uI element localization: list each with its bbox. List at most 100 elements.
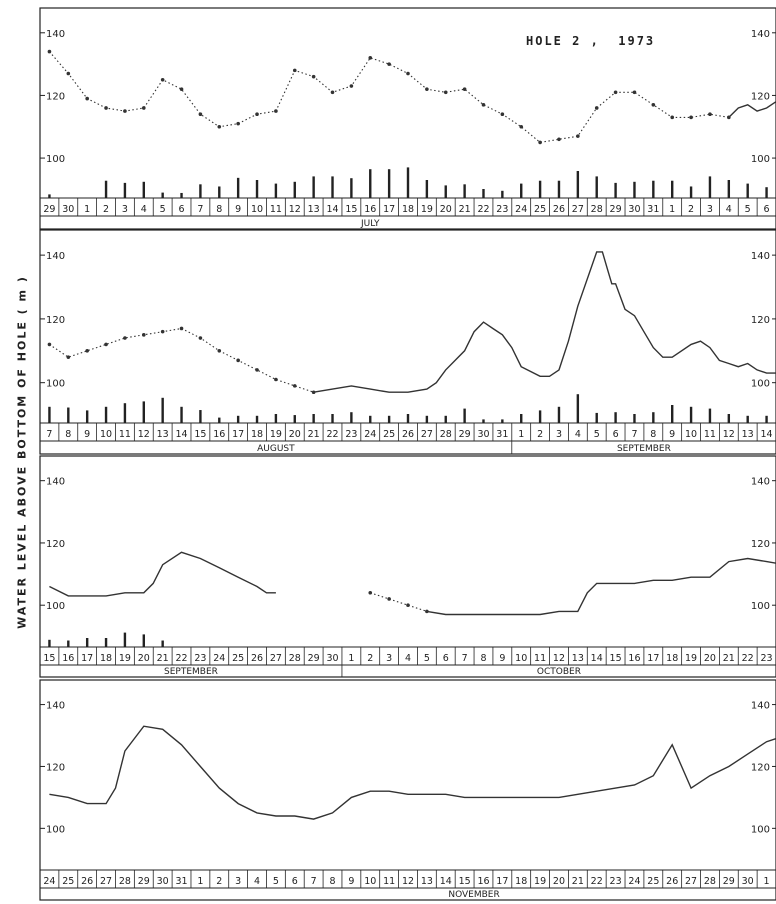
water-level-point bbox=[632, 90, 637, 95]
y-tick-label: 100 bbox=[46, 379, 65, 390]
day-label: 7 bbox=[197, 204, 203, 215]
precip-bar bbox=[67, 407, 70, 423]
precip-bar bbox=[142, 401, 145, 423]
precip-bar bbox=[463, 408, 466, 423]
day-label: 18 bbox=[100, 653, 112, 664]
day-label: 3 bbox=[386, 653, 392, 664]
precip-bar bbox=[652, 180, 655, 198]
day-label: 11 bbox=[704, 429, 716, 440]
y-tick-label: 120 bbox=[46, 315, 65, 326]
precip-bar bbox=[387, 415, 391, 423]
precip-bar bbox=[746, 183, 749, 198]
day-label: 11 bbox=[119, 429, 131, 440]
water-level-point bbox=[217, 348, 222, 353]
water-level-point bbox=[274, 109, 278, 113]
day-label: 21 bbox=[308, 429, 320, 440]
day-label: 18 bbox=[515, 876, 527, 887]
precip-bar bbox=[501, 419, 504, 423]
day-label: 22 bbox=[742, 653, 754, 664]
day-label: 25 bbox=[647, 876, 659, 887]
water-level-point bbox=[689, 115, 693, 120]
day-label: 21 bbox=[723, 653, 735, 664]
day-label: 8 bbox=[65, 429, 71, 440]
day-label: 18 bbox=[666, 653, 678, 664]
precip-bar bbox=[350, 178, 353, 198]
day-label: 1 bbox=[348, 653, 354, 664]
day-label: 22 bbox=[591, 876, 603, 887]
precip-bar bbox=[425, 415, 429, 423]
day-label: 22 bbox=[175, 653, 187, 664]
day-label: 11 bbox=[383, 876, 395, 887]
precip-bar bbox=[595, 412, 598, 423]
day-label: 14 bbox=[440, 876, 452, 887]
day-label: 7 bbox=[462, 653, 468, 664]
precip-bar bbox=[538, 410, 542, 423]
water-level-point bbox=[47, 49, 52, 54]
precip-bar bbox=[369, 415, 372, 423]
day-label: 19 bbox=[534, 876, 546, 887]
day-label: 28 bbox=[704, 876, 716, 887]
precip-bar bbox=[538, 180, 542, 198]
day-label: 16 bbox=[213, 429, 225, 440]
precip-bar bbox=[331, 414, 334, 423]
precip-bar bbox=[104, 638, 108, 647]
day-label: 17 bbox=[81, 653, 93, 664]
day-label: 5 bbox=[594, 429, 600, 440]
precip-bar bbox=[482, 189, 485, 198]
precip-bar bbox=[765, 415, 768, 423]
water-level-point bbox=[160, 329, 165, 334]
month-label: NOVEMBER bbox=[448, 890, 499, 900]
water-level-line bbox=[426, 557, 776, 616]
day-label: 16 bbox=[628, 653, 640, 664]
precip-bar bbox=[633, 414, 636, 423]
day-label: 24 bbox=[213, 653, 225, 664]
water-level-point bbox=[670, 115, 675, 120]
water-level-point bbox=[274, 377, 278, 382]
day-label: 10 bbox=[685, 429, 697, 440]
water-level-point bbox=[66, 71, 71, 76]
precip-bar bbox=[236, 177, 240, 198]
precip-bar bbox=[48, 639, 51, 647]
day-label: 27 bbox=[100, 876, 112, 887]
chart-title: HOLE 2 , 1973 bbox=[526, 34, 656, 48]
day-label: 30 bbox=[326, 653, 338, 664]
day-label: 10 bbox=[364, 876, 376, 887]
panel-frame bbox=[39, 679, 776, 901]
precip-bar bbox=[293, 415, 296, 423]
day-label: 5 bbox=[160, 204, 166, 215]
day-label: 24 bbox=[515, 204, 527, 215]
day-label: 31 bbox=[647, 204, 659, 215]
water-level-point bbox=[406, 71, 410, 76]
day-label: 7 bbox=[46, 429, 52, 440]
water-level-point bbox=[160, 77, 165, 82]
precip-bar bbox=[387, 169, 391, 198]
y-tick-label: 120 bbox=[46, 762, 65, 773]
day-label: 6 bbox=[443, 653, 449, 664]
day-label: 8 bbox=[216, 204, 222, 215]
water-level-point bbox=[104, 342, 108, 347]
y-tick-label-right: 120 bbox=[751, 762, 770, 773]
day-label: 30 bbox=[62, 204, 74, 215]
water-level-point bbox=[613, 90, 618, 95]
precip-bar bbox=[218, 417, 221, 423]
day-label: 15 bbox=[459, 876, 471, 887]
day-label: 25 bbox=[62, 876, 74, 887]
day-label: 9 bbox=[235, 204, 241, 215]
precip-bar bbox=[614, 412, 617, 423]
day-label: 23 bbox=[194, 653, 206, 664]
day-label: 14 bbox=[326, 204, 338, 215]
day-label: 9 bbox=[84, 429, 90, 440]
precip-bar bbox=[671, 180, 674, 198]
water-level-point bbox=[538, 140, 542, 145]
day-label: 3 bbox=[556, 429, 562, 440]
precip-bar bbox=[350, 412, 353, 423]
water-level-line bbox=[313, 251, 776, 393]
y-tick-label: 100 bbox=[46, 601, 65, 612]
precip-bar bbox=[746, 415, 749, 423]
precip-bar bbox=[218, 186, 221, 198]
precip-bar bbox=[104, 180, 108, 198]
y-tick-label: 140 bbox=[46, 29, 65, 40]
precip-bar bbox=[312, 414, 315, 423]
y-tick-label: 100 bbox=[46, 824, 65, 835]
water-level-point bbox=[141, 333, 146, 337]
